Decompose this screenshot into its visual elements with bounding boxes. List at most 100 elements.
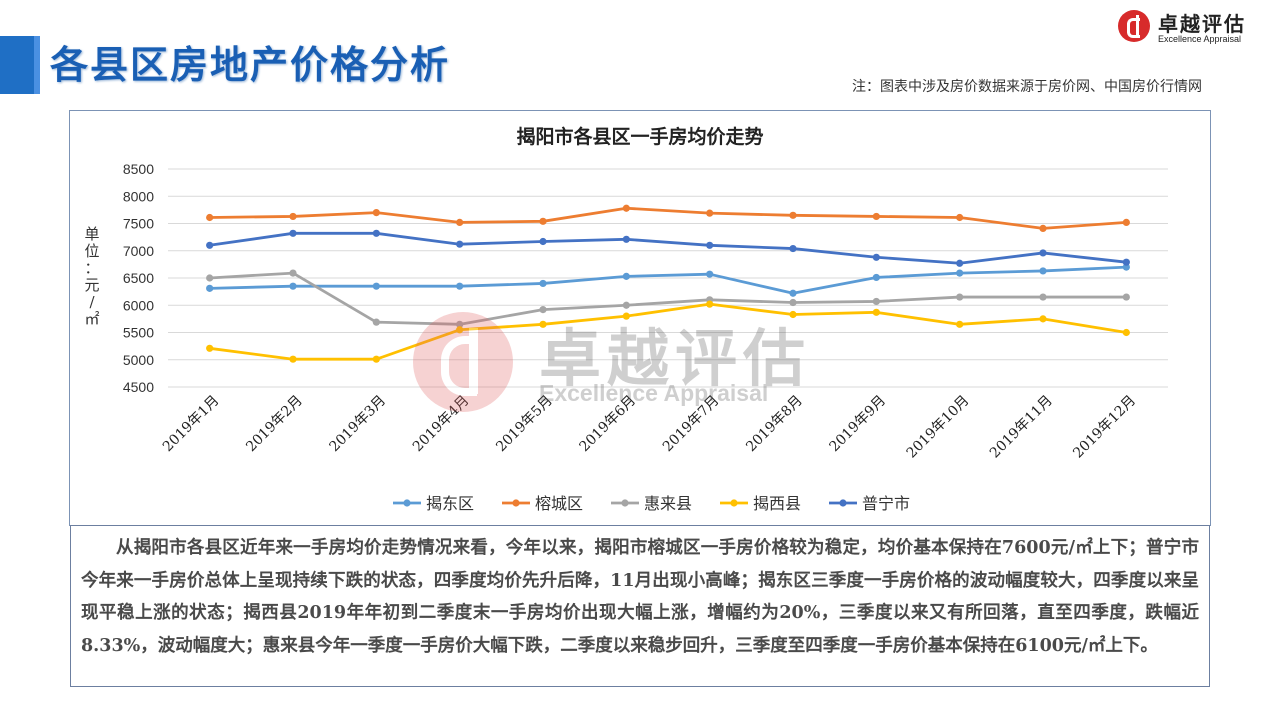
- data-point: [706, 241, 714, 249]
- series-line: [209, 265, 1127, 295]
- data-point: [289, 282, 297, 290]
- page-title: 各县区房地产价格分析: [50, 43, 451, 87]
- legend-item: 榕城区: [502, 494, 583, 513]
- x-tick-label: 2019年1月: [160, 393, 223, 456]
- legend-marker: [730, 499, 738, 507]
- data-point: [872, 297, 880, 306]
- data-point: [622, 301, 630, 309]
- data-point: [1039, 224, 1047, 233]
- title-accent-bar: [0, 36, 34, 94]
- legend-label: 揭西县: [753, 494, 801, 513]
- data-point: [372, 282, 380, 290]
- data-point: [456, 326, 464, 334]
- analysis-paragraph: 从揭阳市各县区近年来一手房均价走势情况来看，今年以来，揭阳市榕城区一手房价格较为…: [70, 525, 1210, 687]
- data-point: [539, 320, 547, 328]
- y-tick-label: 7500: [123, 216, 154, 232]
- y-axis-label-char: 位: [84, 242, 99, 260]
- y-axis-label-char: 元: [84, 276, 99, 294]
- y-tick-label: 4500: [123, 379, 154, 395]
- y-tick-label: 8500: [123, 161, 154, 177]
- data-point: [289, 269, 297, 277]
- data-point: [706, 300, 714, 308]
- series-3: [206, 300, 1130, 363]
- legend-item: 惠来县: [611, 494, 692, 513]
- data-point: [206, 213, 214, 222]
- title-accent-bar-light: [34, 36, 40, 94]
- x-tick-label: 2019年5月: [493, 393, 556, 456]
- data-point: [1122, 218, 1130, 227]
- x-tick-label: 2019年12月: [1070, 393, 1139, 462]
- data-point: [956, 320, 964, 328]
- y-axis-label: 单位：元/㎡: [84, 225, 99, 328]
- data-point: [1039, 249, 1047, 257]
- data-point: [206, 241, 214, 249]
- legend-label: 普宁市: [862, 494, 910, 513]
- y-axis-label-char: ：: [84, 259, 99, 277]
- data-point: [622, 272, 630, 280]
- company-logo: 卓越评估 Excellence Appraisal: [1118, 6, 1268, 46]
- data-point: [539, 306, 547, 314]
- data-point: [872, 253, 880, 261]
- data-point: [706, 270, 714, 278]
- data-point: [622, 312, 630, 320]
- x-tick-label: 2019年11月: [987, 393, 1056, 462]
- data-point: [789, 289, 797, 297]
- data-point: [622, 235, 630, 243]
- x-tick-label: 2019年7月: [660, 393, 723, 456]
- data-point: [706, 209, 714, 217]
- data-point: [789, 211, 797, 219]
- chart-frame: 揭阳市各县区一手房均价走势 8500 8000 7500 7000 6500 6000 55…: [69, 110, 1211, 526]
- data-point: [1039, 315, 1047, 323]
- data-point: [789, 298, 797, 307]
- y-tick-label: 6500: [123, 270, 154, 286]
- chart-title: 揭阳市各县区一手房均价走势: [516, 125, 763, 148]
- logo-text-cn: 卓越评估: [1158, 12, 1246, 36]
- line-chart: 揭阳市各县区一手房均价走势 8500 8000 7500 7000 6500 6000 55…: [84, 125, 1168, 513]
- series-line: [209, 206, 1127, 230]
- data-point: [872, 273, 880, 282]
- data-point: [456, 282, 464, 290]
- x-tick-label: 2019年4月: [410, 393, 473, 456]
- data-point: [789, 310, 797, 319]
- data-point: [372, 355, 380, 363]
- series-0: [206, 263, 1130, 297]
- x-tick-label: 2019年2月: [243, 393, 306, 456]
- data-point: [1122, 328, 1130, 337]
- data-point: [456, 240, 464, 248]
- data-point: [456, 218, 464, 227]
- data-point: [1039, 293, 1047, 301]
- x-tick-label: 2019年6月: [577, 393, 640, 456]
- legend-marker: [403, 499, 411, 507]
- data-point: [456, 320, 464, 328]
- data-point: [622, 204, 630, 212]
- y-tick-label: 6000: [123, 297, 154, 313]
- data-point: [539, 237, 547, 246]
- legend-label: 揭东区: [426, 494, 474, 513]
- series-line: [209, 302, 1127, 361]
- legend-label: 榕城区: [535, 494, 583, 513]
- data-point: [372, 318, 380, 326]
- data-point: [289, 212, 297, 221]
- legend-label: 惠来县: [644, 494, 692, 513]
- data-point: [1122, 258, 1130, 266]
- legend-item: 揭西县: [720, 494, 801, 513]
- series-1: [206, 204, 1130, 233]
- x-tick-label: 2019年9月: [827, 393, 890, 456]
- series-line: [209, 231, 1127, 265]
- data-point: [372, 229, 380, 237]
- data-point: [206, 344, 214, 352]
- series-line: [209, 271, 1127, 326]
- logo-text-en: Excellence Appraisal: [1158, 34, 1242, 44]
- data-point: [956, 269, 964, 277]
- data-point: [206, 274, 214, 282]
- data-point: [956, 213, 964, 222]
- legend-marker: [512, 499, 520, 507]
- logo-icon: [1118, 10, 1150, 42]
- y-tick-label: 5000: [123, 352, 154, 368]
- data-point: [289, 229, 297, 237]
- source-note: 注：图表中涉及房价数据来源于房价网、中国房价行情网: [852, 79, 1202, 95]
- data-point: [372, 209, 380, 217]
- data-point: [1039, 267, 1047, 275]
- series-4: [206, 229, 1130, 267]
- data-point: [956, 259, 964, 267]
